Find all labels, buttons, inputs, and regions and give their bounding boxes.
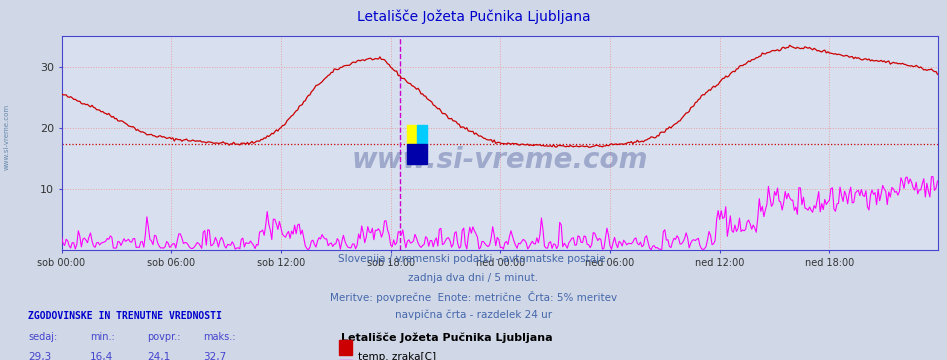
Text: 16,4: 16,4 [90,352,114,360]
Text: www.si-vreme.com: www.si-vreme.com [351,146,648,174]
Text: Letališče Jožeta Pučnika Ljubljana: Letališče Jožeta Pučnika Ljubljana [357,9,590,23]
Bar [407,144,427,163]
Text: 29,3: 29,3 [28,352,52,360]
Text: min.:: min.: [90,332,115,342]
Text: www.si-vreme.com: www.si-vreme.com [4,104,9,170]
Bar [417,125,427,144]
Text: povpr.:: povpr.: [147,332,180,342]
Text: Letališče Jožeta Pučnika Ljubljana: Letališče Jožeta Pučnika Ljubljana [341,332,552,343]
Text: Slovenija / vremenski podatki - avtomatske postaje.: Slovenija / vremenski podatki - avtomats… [338,254,609,264]
Text: Meritve: povprečne  Enote: metrične  Črta: 5% meritev: Meritve: povprečne Enote: metrične Črta:… [330,291,617,303]
Text: sedaj:: sedaj: [28,332,58,342]
Text: 24,1: 24,1 [147,352,170,360]
Text: navpična črta - razdelek 24 ur: navpična črta - razdelek 24 ur [395,310,552,320]
Text: zadnja dva dni / 5 minut.: zadnja dva dni / 5 minut. [408,273,539,283]
Text: ZGODOVINSKE IN TRENUTNE VREDNOSTI: ZGODOVINSKE IN TRENUTNE VREDNOSTI [28,311,223,321]
Text: temp. zraka[C]: temp. zraka[C] [358,352,436,360]
Bar [407,125,417,144]
Text: maks.:: maks.: [204,332,236,342]
Text: 32,7: 32,7 [204,352,227,360]
